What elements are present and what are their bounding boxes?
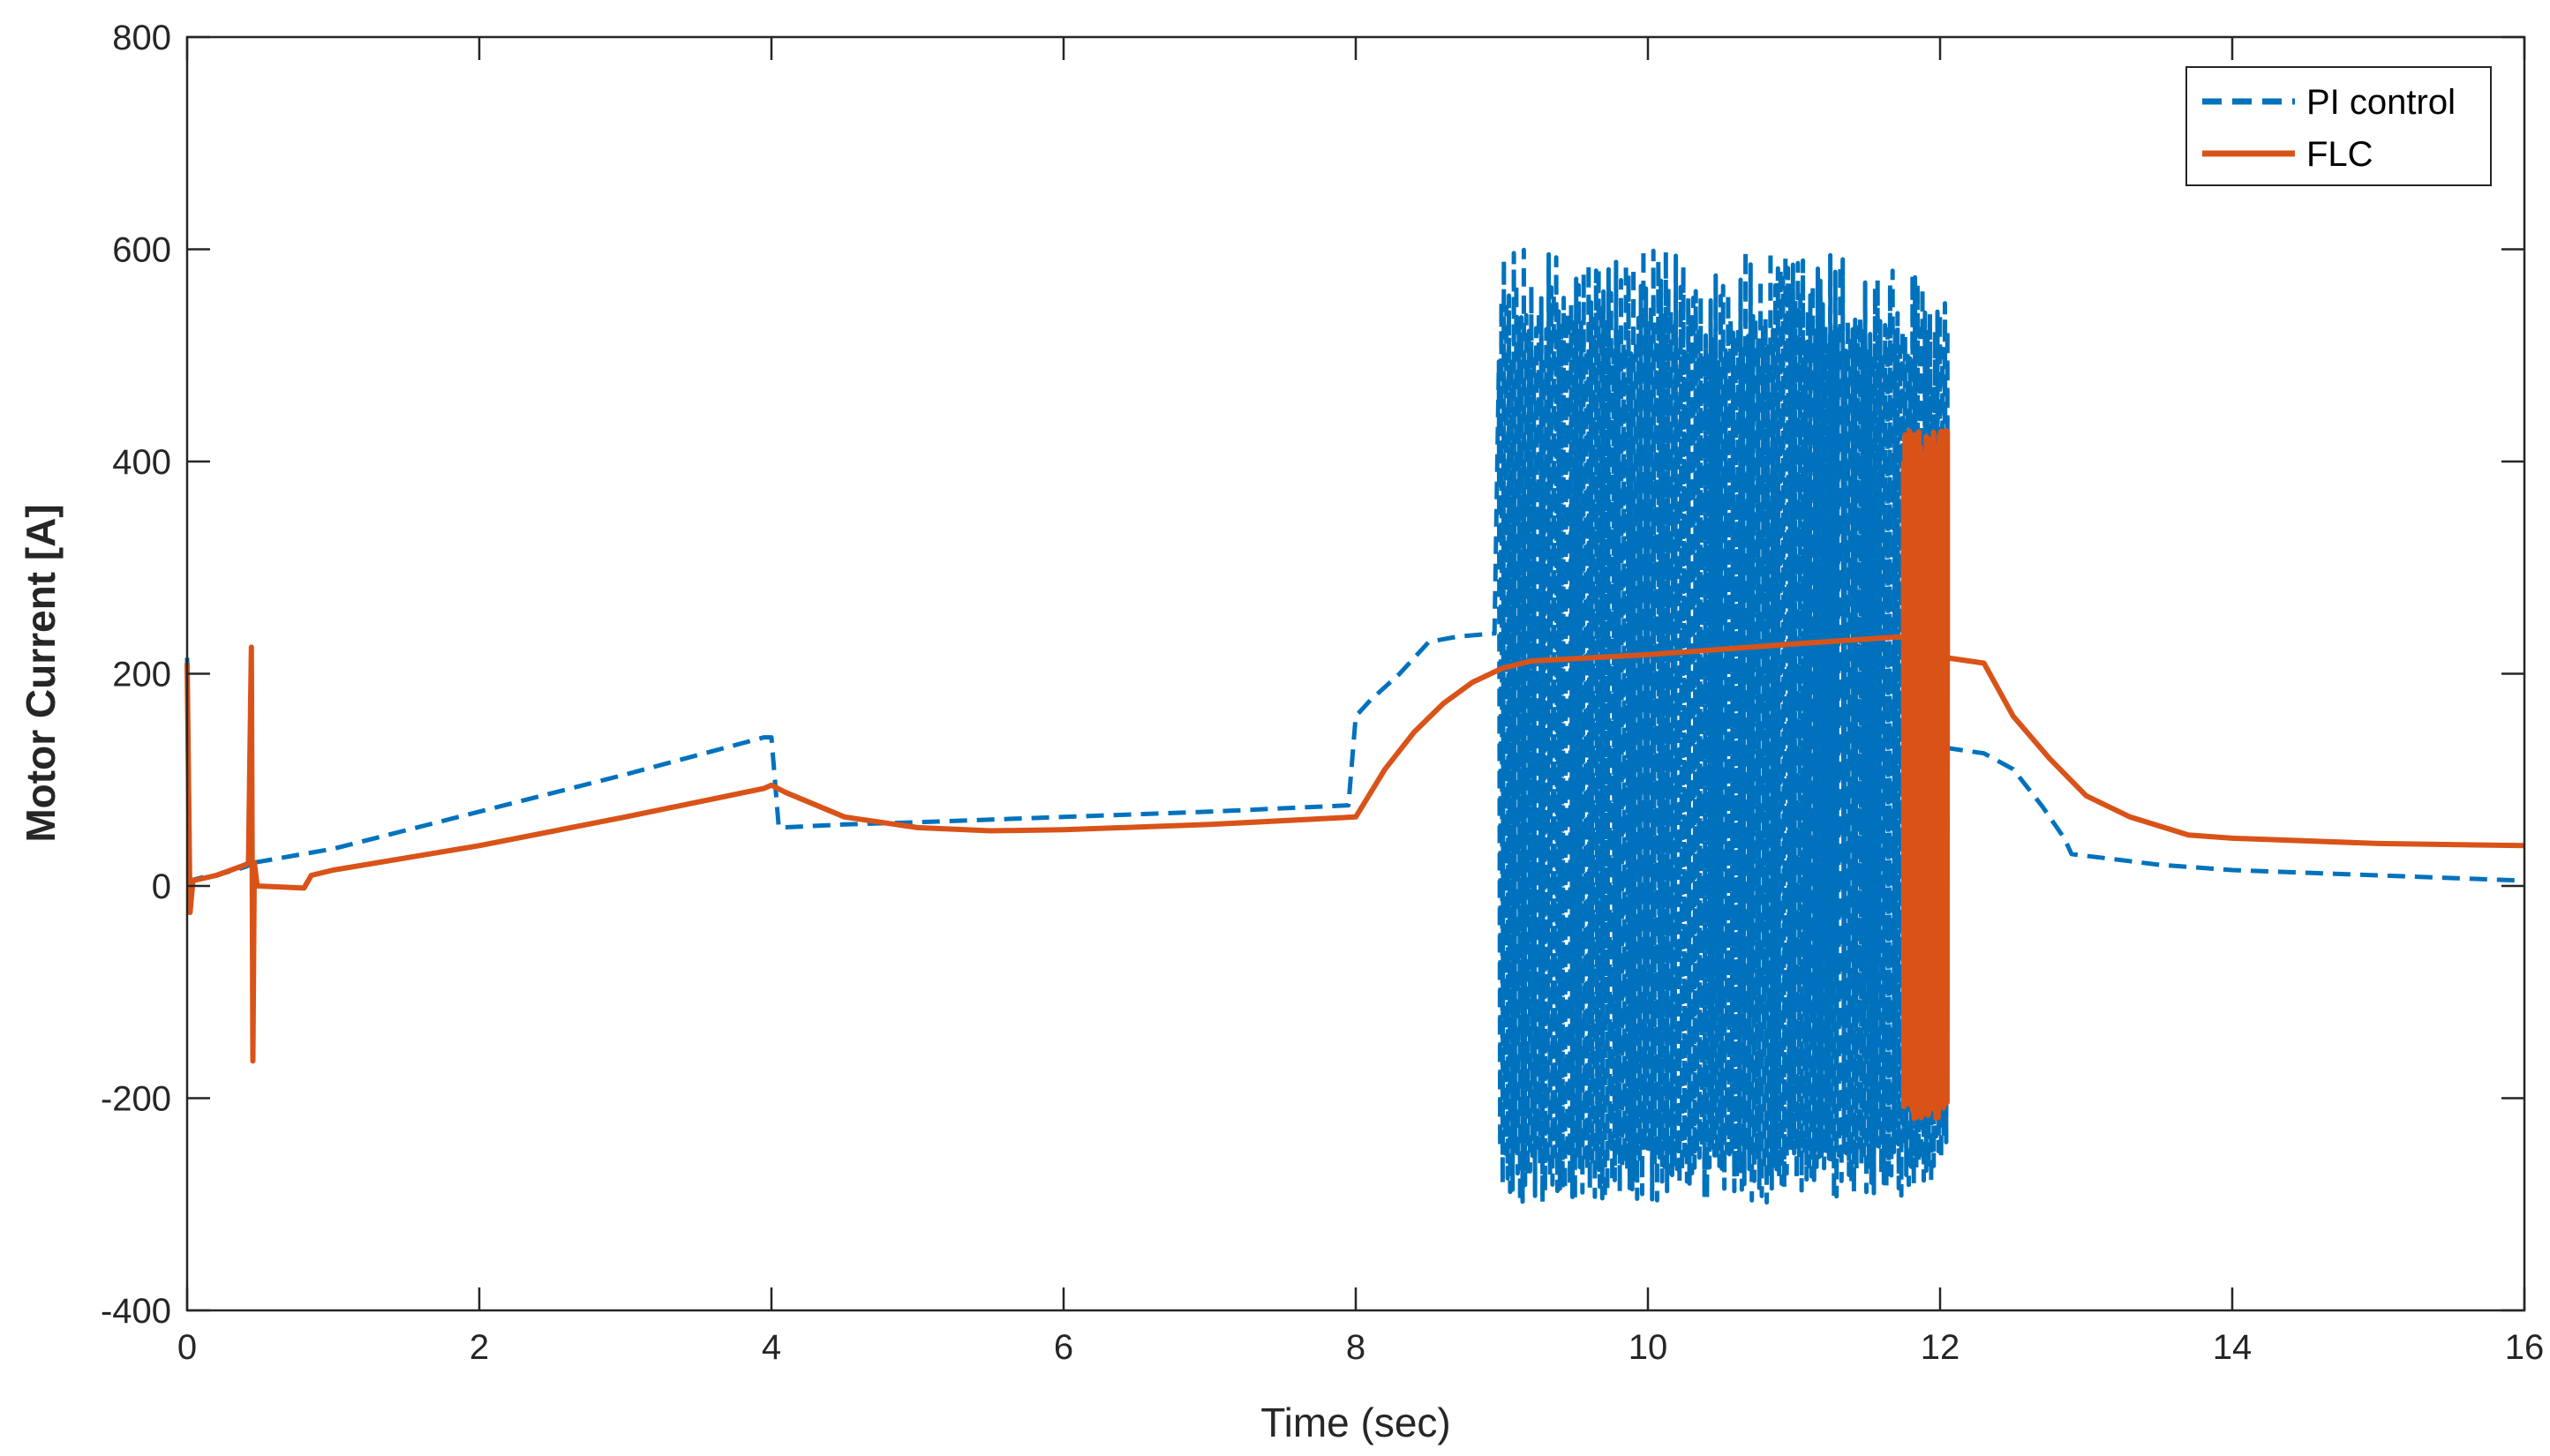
y-tick-label: -400 [101, 1292, 171, 1331]
x-axis-label: Time (sec) [1260, 1400, 1451, 1445]
x-tick-label: 0 [177, 1328, 197, 1367]
series-layer [184, 247, 2525, 1205]
y-tick-label: 200 [112, 656, 171, 694]
legend-box [2185, 66, 2492, 186]
y-tick-label: 600 [112, 231, 171, 270]
y-tick-label: 0 [152, 867, 171, 906]
legend-label-flc: FLC [2306, 135, 2373, 174]
y-tick-label: 800 [112, 19, 171, 57]
y-tick-label: -200 [101, 1080, 171, 1119]
plot-area [187, 37, 2524, 1310]
x-tick-label: 6 [1054, 1328, 1073, 1367]
x-tick-label: 16 [2505, 1328, 2545, 1367]
series-line-flc [184, 427, 2525, 1122]
x-tick-label: 2 [470, 1328, 489, 1367]
series-line-pi-control [184, 247, 2525, 1205]
x-tick-label: 14 [2213, 1328, 2253, 1367]
x-tick-label: 8 [1346, 1328, 1365, 1367]
legend: PI control FLC [2185, 66, 2492, 186]
legend-label-pi-control: PI control [2306, 83, 2456, 122]
ticks-layer: 0 2 4 6 8 10 12 14 16 -400 -200 0 200 400 600 800 [101, 19, 2544, 1367]
x-tick-label: 4 [762, 1328, 781, 1367]
x-tick-label: 12 [1921, 1328, 1960, 1367]
y-axis-label: Motor Current [A] [18, 504, 64, 842]
x-tick-label: 10 [1629, 1328, 1668, 1367]
y-tick-label: 400 [112, 443, 171, 482]
